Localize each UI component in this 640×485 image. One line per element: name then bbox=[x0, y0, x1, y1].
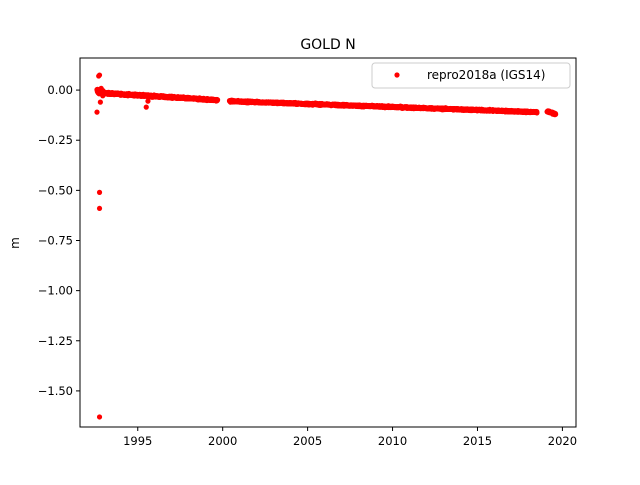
outlier-point bbox=[96, 189, 103, 195]
y-tick-label: −1.00 bbox=[38, 284, 73, 298]
legend-label: repro2018a (IGS14) bbox=[427, 68, 545, 82]
outlier-point bbox=[97, 99, 103, 105]
x-tick-label: 2005 bbox=[293, 434, 322, 448]
x-tick-label: 2000 bbox=[208, 434, 237, 448]
y-tick-label: −1.25 bbox=[38, 334, 73, 348]
chart-title: GOLD N bbox=[300, 37, 355, 53]
x-tick-label: 1995 bbox=[123, 434, 152, 448]
outlier-point bbox=[145, 98, 151, 104]
x-tick-label: 2015 bbox=[463, 434, 492, 448]
outlier-point bbox=[94, 109, 100, 115]
legend-marker bbox=[394, 72, 400, 78]
y-axis: 0.00 −0.25 −0.50 −0.75 −1.00 −1.25 −1.50 bbox=[38, 83, 80, 398]
legend-box bbox=[371, 62, 571, 89]
x-tick-label: 2010 bbox=[378, 434, 407, 448]
data-point bbox=[214, 97, 221, 103]
plot-frame bbox=[79, 57, 577, 428]
outlier-point bbox=[143, 104, 149, 110]
data-points bbox=[94, 72, 559, 420]
data-point bbox=[534, 110, 540, 116]
outlier-point bbox=[96, 414, 103, 420]
y-tick-label: −1.50 bbox=[38, 384, 73, 398]
outlier-point bbox=[96, 72, 103, 78]
x-axis: 1995 2000 2005 2010 2015 2020 bbox=[123, 427, 577, 448]
y-tick-label: −0.75 bbox=[38, 233, 73, 247]
legend: repro2018a (IGS14) bbox=[371, 62, 571, 89]
outlier-point bbox=[96, 205, 103, 212]
data-point bbox=[553, 111, 559, 117]
y-tick-label: −0.50 bbox=[38, 183, 73, 197]
y-tick-label: 0.00 bbox=[47, 83, 73, 97]
y-axis-label: m bbox=[8, 237, 22, 249]
y-tick-label: −0.25 bbox=[38, 133, 73, 147]
x-tick-label: 2020 bbox=[548, 434, 577, 448]
